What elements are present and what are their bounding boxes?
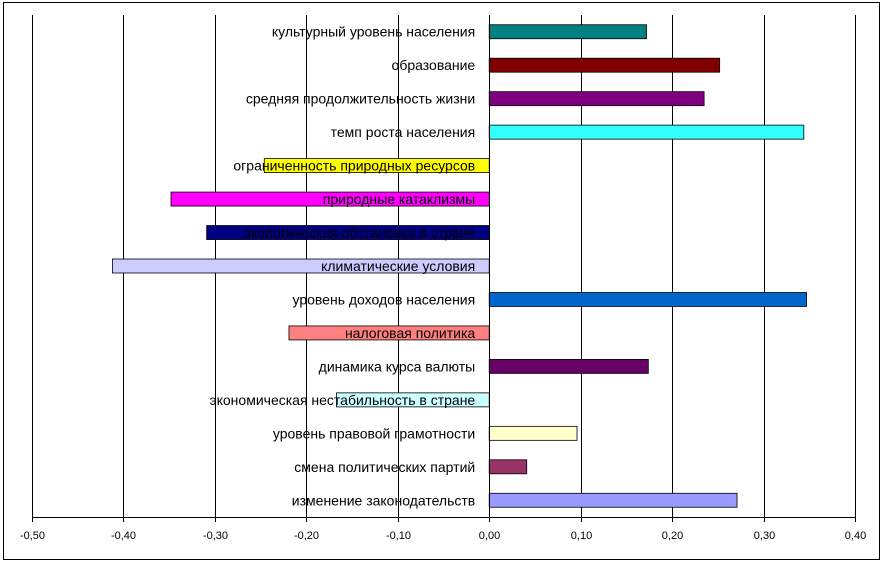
category-label: смена политических партий xyxy=(294,459,475,475)
x-tick-label: -0,10 xyxy=(386,530,411,542)
bar xyxy=(488,24,647,40)
x-tick-label: -0,40 xyxy=(111,530,136,542)
category-label: климатические условия xyxy=(321,258,475,274)
x-tick-label: 0,10 xyxy=(571,530,592,542)
category-label: ограниченность природных ресурсов xyxy=(233,158,475,174)
bar xyxy=(488,459,528,475)
category-label: темп роста населения xyxy=(331,124,476,140)
category-label: динамика курса валюты xyxy=(319,358,476,374)
bar xyxy=(488,358,649,374)
x-tick-label: -0,50 xyxy=(20,530,45,542)
category-label: экологическая обстановка в стране xyxy=(244,225,476,241)
category-label: образование xyxy=(392,57,476,73)
category-label: налоговая политика xyxy=(345,325,475,341)
category-label: средняя продолжительность жизни xyxy=(246,91,475,107)
bars xyxy=(112,24,807,508)
x-tick-label: 0,00 xyxy=(479,530,500,542)
category-labels: культурный уровень населения образование с… xyxy=(209,24,475,509)
category-label: уровень доходов населения xyxy=(292,291,475,307)
x-tick-label: 0,30 xyxy=(754,530,775,542)
chart-frame xyxy=(3,2,880,560)
category-label: экономическая нестабильность в стране xyxy=(209,392,475,408)
bar xyxy=(488,57,721,73)
bar xyxy=(488,492,738,508)
x-tick-label: -0,30 xyxy=(203,530,228,542)
bar xyxy=(488,292,807,307)
x-axis: -0,50 -0,40 -0,30 -0,20 -0,10 0,00 0,10 0,20 0,3… xyxy=(20,15,866,542)
bar xyxy=(488,124,805,140)
category-label: культурный уровень населения xyxy=(272,24,475,40)
category-label: изменение законодательств xyxy=(292,492,475,508)
bar xyxy=(488,91,705,107)
bar xyxy=(488,425,578,441)
category-label: природные катаклизмы xyxy=(323,191,475,207)
x-tick-label: 0,20 xyxy=(662,530,683,542)
category-label: уровень правовой грамотности xyxy=(273,425,475,441)
x-tick-label: 0,40 xyxy=(845,530,866,542)
x-tick-label: -0,20 xyxy=(294,530,319,542)
